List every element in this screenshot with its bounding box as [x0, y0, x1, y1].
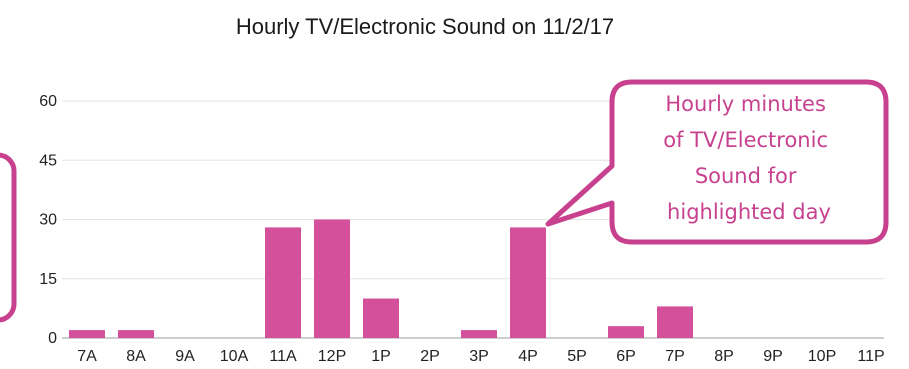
x-tick-label: 2P: [420, 348, 440, 365]
x-tick-label: 5P: [567, 348, 587, 365]
bar-6p: [608, 326, 644, 338]
callout-bubble: Hourly minutes of TV/Electronic Sound fo…: [545, 79, 889, 245]
callout-line: highlighted day: [667, 200, 831, 224]
x-tick-label: 10A: [220, 348, 249, 365]
x-tick-label: 12P: [318, 348, 346, 365]
x-tick-label: 1P: [371, 348, 391, 365]
callout-text: Hourly minutes of TV/Electronic Sound fo…: [663, 92, 834, 224]
bars: [69, 219, 693, 338]
bar-12p: [314, 219, 350, 338]
callout-line: of TV/Electronic: [663, 128, 828, 152]
bar-11a: [265, 227, 301, 338]
callout-line: Sound for: [695, 164, 797, 188]
x-tick-label: 4P: [518, 348, 538, 365]
x-tick-label: 9A: [175, 348, 195, 365]
x-tick-label: 7A: [77, 348, 97, 365]
chart-title: Hourly TV/Electronic Sound on 11/2/17: [236, 14, 614, 39]
callout-outline: [545, 79, 889, 245]
x-tick-label: 8P: [714, 348, 734, 365]
x-tick-label: 7P: [665, 348, 685, 365]
bar-7a: [69, 330, 105, 338]
y-tick-label: 30: [39, 212, 57, 229]
x-tick-label: 8A: [126, 348, 146, 365]
y-tick-label: 15: [39, 271, 57, 288]
x-tick-label: 9P: [763, 348, 783, 365]
x-tick-label: 11A: [269, 348, 297, 365]
y-tick-label: 0: [48, 330, 57, 347]
x-tick-label: 6P: [616, 348, 636, 365]
y-tick-label: 45: [39, 152, 57, 169]
y-axis-labels: 0 15 30 45 60: [39, 93, 57, 347]
bar-8a: [118, 330, 154, 338]
x-tick-label: 3P: [469, 348, 489, 365]
x-tick-label: 10P: [808, 348, 836, 365]
bar-1p: [363, 298, 399, 338]
callout-line: Hourly minutes: [665, 92, 826, 116]
x-tick-label: 11P: [857, 348, 884, 365]
x-axis-labels: 7A 8A 9A 10A 11A 12P 1P 2P 3P 4P 5P 6P 7P 8P 9P 10P 11P: [77, 348, 884, 365]
y-tick-label: 60: [39, 93, 57, 110]
bar-7p: [657, 306, 693, 338]
bar-3p: [461, 330, 497, 338]
bar-4p: [510, 227, 546, 338]
left-callout-box: [0, 152, 17, 323]
